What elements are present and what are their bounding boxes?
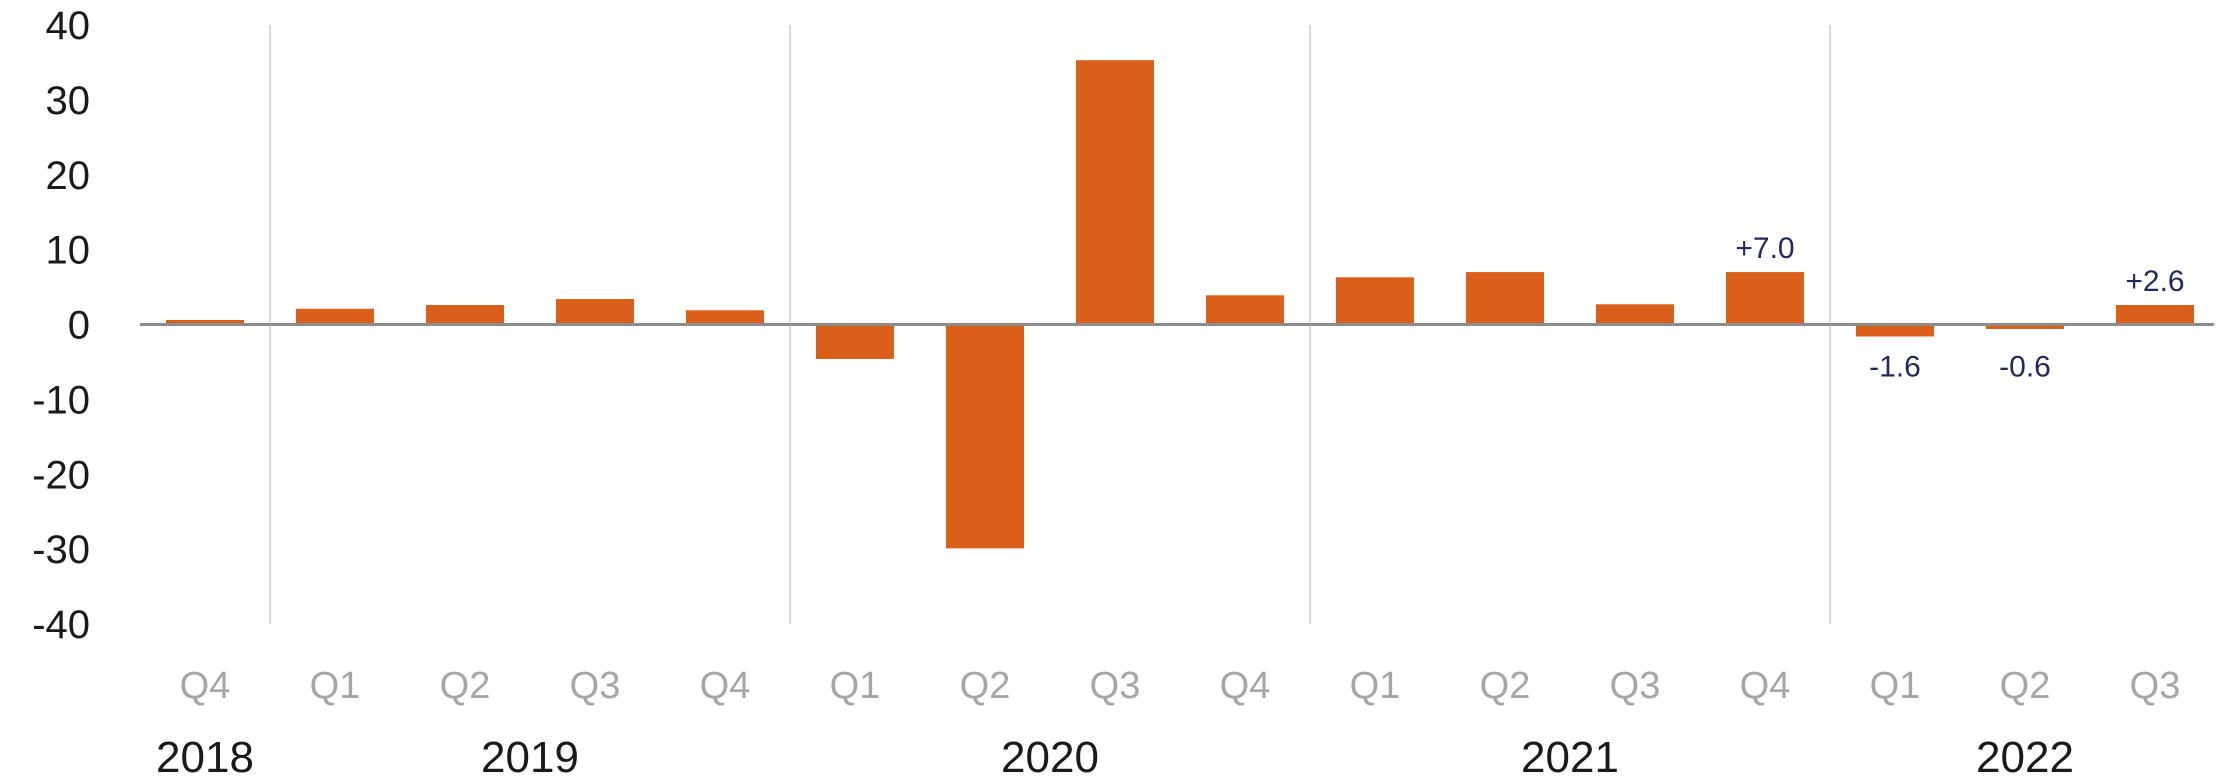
y-tick-label: 30: [46, 79, 91, 123]
bar: [1076, 60, 1154, 325]
x-tick-quarter-label: Q4: [180, 665, 231, 707]
data-label: +2.6: [2125, 265, 2184, 298]
x-tick-quarter-label: Q4: [1740, 665, 1791, 707]
x-tick-year-label: 2018: [156, 733, 254, 782]
data-label: -0.6: [1999, 351, 2051, 384]
y-axis-ticks: 40 30 20 10 0 -10 -20 -30 -40: [32, 4, 90, 647]
bar: [946, 324, 1024, 549]
bar: [1336, 277, 1414, 325]
data-labels: +7.0 -1.6 -0.6 +2.6: [1735, 232, 2184, 383]
x-tick-year-label: 2019: [481, 733, 579, 782]
x-tick-quarter-label: Q3: [570, 665, 621, 707]
x-tick-quarter-label: Q4: [1220, 665, 1271, 707]
bars: [166, 60, 2194, 549]
data-label: -1.6: [1869, 351, 1921, 384]
bar: [166, 320, 244, 325]
bar: [1726, 272, 1804, 325]
bar: [686, 310, 764, 325]
x-axis-year-labels: 2018 2019 2020 2021 2022: [156, 733, 2074, 782]
y-tick-label: -20: [32, 453, 90, 497]
y-tick-label: 10: [46, 229, 91, 273]
x-tick-quarter-label: Q2: [2000, 665, 2051, 707]
x-tick-quarter-label: Q1: [830, 665, 881, 707]
bar: [1206, 295, 1284, 325]
bar: [2116, 305, 2194, 325]
x-tick-quarter-label: Q1: [1870, 665, 1921, 707]
y-tick-label: 0: [68, 304, 90, 348]
x-tick-quarter-label: Q1: [310, 665, 361, 707]
x-tick-quarter-label: Q4: [700, 665, 751, 707]
y-tick-label: -30: [32, 528, 90, 572]
bar: [1856, 324, 1934, 337]
x-tick-quarter-label: Q2: [440, 665, 491, 707]
data-label: +7.0: [1735, 232, 1794, 265]
x-tick-year-label: 2022: [1976, 733, 2074, 782]
x-tick-year-label: 2021: [1521, 733, 1619, 782]
y-tick-label: 20: [46, 154, 91, 198]
x-tick-year-label: 2020: [1001, 733, 1099, 782]
x-tick-quarter-label: Q2: [1480, 665, 1531, 707]
x-axis-quarter-labels: Q4 Q1 Q2 Q3 Q4 Q1 Q2 Q3 Q4 Q1 Q2 Q3 Q4 Q1 Q2 Q3: [180, 665, 2181, 707]
y-tick-label: -10: [32, 378, 90, 422]
y-tick-label: 40: [46, 4, 91, 48]
x-tick-quarter-label: Q3: [2130, 665, 2181, 707]
bar: [296, 308, 374, 325]
x-tick-quarter-label: Q3: [1090, 665, 1141, 707]
x-tick-quarter-label: Q1: [1350, 665, 1401, 707]
y-tick-label: -40: [32, 603, 90, 647]
bar: [1596, 304, 1674, 325]
bar: [556, 299, 634, 325]
x-tick-quarter-label: Q2: [960, 665, 1011, 707]
bar: [426, 305, 504, 325]
bar: [1986, 324, 2064, 329]
bar: [1466, 272, 1544, 325]
bar: [816, 324, 894, 359]
x-tick-quarter-label: Q3: [1610, 665, 1661, 707]
